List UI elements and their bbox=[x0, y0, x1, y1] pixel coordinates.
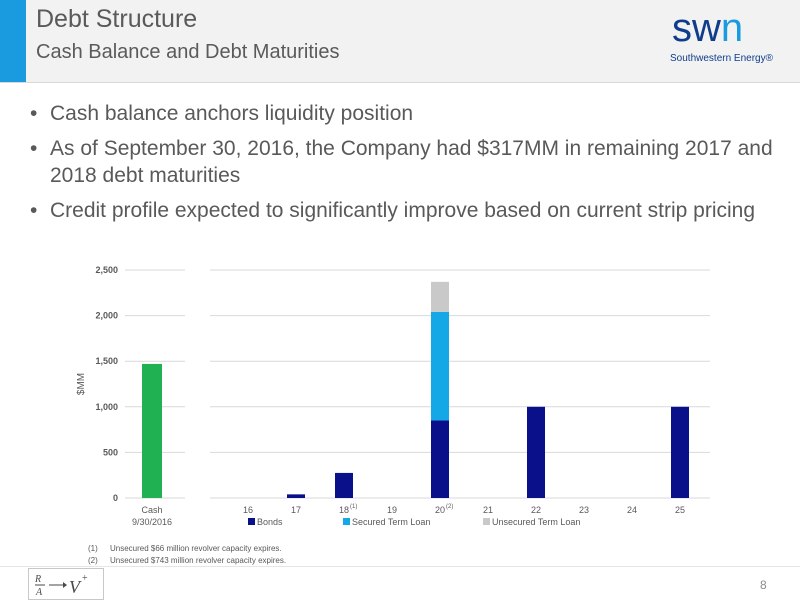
value-formula-icon: R A V + bbox=[34, 573, 88, 598]
y-tick-label: 1,500 bbox=[95, 356, 118, 366]
legend-swatch bbox=[343, 518, 350, 525]
x-tick-label: 25 bbox=[675, 505, 685, 515]
x-tick-label: Cash bbox=[141, 505, 162, 515]
x-tick-label: 24 bbox=[627, 505, 637, 515]
x-tick-label: 9/30/2016 bbox=[132, 517, 172, 527]
x-tick-label: 16 bbox=[243, 505, 253, 515]
legend-swatch bbox=[248, 518, 255, 525]
y-tick-label: 1,000 bbox=[95, 402, 118, 412]
bar-unsecured-term-loan bbox=[431, 281, 449, 312]
footnote: (1) Unsecured $66 million revolver capaci… bbox=[88, 544, 282, 553]
svg-text:R: R bbox=[34, 574, 41, 585]
debt-maturities-chart: 0 500 1,000 1,500 2,000 2,500 $MM Cash 9/30/2016… bbox=[76, 265, 710, 527]
footer-logo: R A V + bbox=[28, 568, 104, 600]
bar-bonds bbox=[671, 406, 689, 498]
bar-bonds bbox=[335, 472, 353, 498]
y-tick-label: 0 bbox=[113, 493, 118, 503]
bullet-item: As of September 30, 2016, the Company ha… bbox=[28, 135, 788, 189]
bar-bonds bbox=[527, 406, 545, 498]
x-tick-footnote-marker: (2) bbox=[446, 504, 453, 510]
footnotes: (1) Unsecured $66 million revolver capaci… bbox=[88, 543, 286, 567]
x-tick-label: 18 bbox=[339, 505, 349, 515]
swn-logo-mark: swn bbox=[672, 6, 744, 50]
header-accent-bar bbox=[0, 0, 26, 82]
y-tick-label: 2,500 bbox=[95, 265, 118, 275]
slide-subtitle: Cash Balance and Debt Maturities bbox=[36, 41, 340, 63]
bar-bonds bbox=[287, 494, 305, 498]
swn-logo-tagline: Southwestern Energy® bbox=[670, 53, 773, 64]
svg-text:A: A bbox=[35, 587, 43, 598]
swn-logo: swn Southwestern Energy® bbox=[654, 6, 784, 68]
bullet-list: Cash balance anchors liquidity position … bbox=[28, 100, 788, 232]
x-tick-label: 19 bbox=[387, 505, 397, 515]
bar-bonds bbox=[431, 420, 449, 498]
legend-label: Unsecured Term Loan bbox=[492, 517, 580, 527]
x-tick-label: 20 bbox=[435, 505, 445, 515]
x-tick-label: 22 bbox=[531, 505, 541, 515]
y-tick-label: 2,000 bbox=[95, 311, 118, 321]
bar-secured-term-loan bbox=[431, 311, 449, 421]
legend-swatch bbox=[483, 518, 490, 525]
legend-label: Bonds bbox=[257, 517, 283, 527]
page-number: 8 bbox=[760, 578, 767, 592]
legend-label: Secured Term Loan bbox=[352, 517, 430, 527]
y-tick-label: 500 bbox=[103, 447, 118, 457]
footer-divider bbox=[0, 566, 800, 567]
footnote: (2) Unsecured $743 million revolver capac… bbox=[88, 556, 287, 565]
bullet-item: Cash balance anchors liquidity position bbox=[28, 100, 788, 127]
bullet-item: Credit profile expected to significantly… bbox=[28, 197, 788, 224]
x-tick-label: 23 bbox=[579, 505, 589, 515]
slide-header: Debt Structure Cash Balance and Debt Mat… bbox=[0, 0, 800, 83]
svg-text:+: + bbox=[82, 573, 88, 584]
cash-bar bbox=[142, 363, 162, 498]
slide-title: Debt Structure bbox=[36, 5, 198, 33]
y-axis-label: $MM bbox=[76, 373, 87, 395]
x-tick-label: 21 bbox=[483, 505, 493, 515]
svg-text:V: V bbox=[69, 577, 82, 597]
x-tick-footnote-marker: (1) bbox=[350, 504, 357, 510]
x-tick-label: 17 bbox=[291, 505, 301, 515]
